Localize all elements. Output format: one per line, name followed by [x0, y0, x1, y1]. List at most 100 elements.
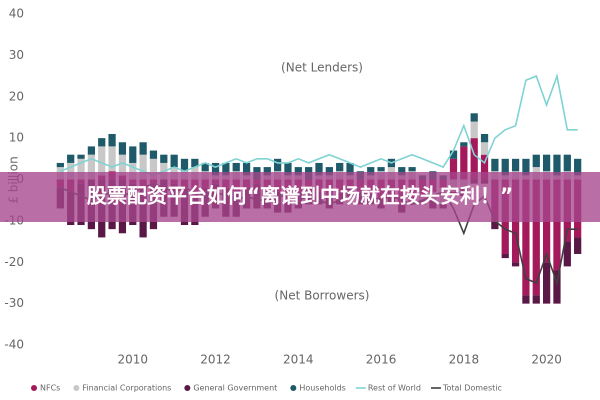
legend-swatch: [290, 385, 297, 391]
bar-segment: [67, 154, 75, 163]
bar-segment: [325, 167, 333, 176]
bar-segment: [129, 162, 137, 180]
bar-segment: [480, 154, 489, 180]
bar-segment: [470, 113, 478, 122]
bar-segment: [460, 142, 468, 147]
y-tick-label: -20: [4, 255, 24, 269]
bar-segment: [56, 162, 64, 168]
banner-text: 股票配资平台如何“离谱到中场就在按头安利！”: [87, 184, 513, 208]
legend-swatch: [73, 385, 80, 391]
legend-swatch: [184, 385, 191, 391]
y-tick-label: -30: [4, 296, 24, 310]
bar-segment: [160, 154, 168, 163]
bar-segment: [315, 162, 323, 176]
bar-segment: [377, 167, 385, 172]
bar-segment: [98, 146, 106, 176]
x-tick-label: 2016: [366, 353, 397, 367]
bar-segment: [170, 154, 178, 168]
y-tick-label: 30: [9, 48, 24, 62]
bar-segment: [449, 150, 458, 159]
bar-segment: [242, 162, 251, 176]
bar-segment: [211, 162, 220, 176]
bar-segment: [149, 150, 158, 159]
bar-segment: [367, 167, 375, 176]
bar-segment: [284, 162, 292, 176]
y-tick-label: -40: [4, 338, 24, 352]
bar-segment: [470, 138, 478, 180]
bar-segment: [470, 121, 478, 139]
legend-label: General Government: [193, 384, 277, 393]
bar-segment: [139, 154, 147, 180]
annotation: (Net Borrowers): [275, 289, 370, 303]
bar-segment: [480, 142, 489, 155]
bar-segment: [336, 162, 344, 172]
bar-segment: [191, 158, 199, 168]
bar-segment: [108, 146, 116, 172]
bar-segment: [511, 158, 520, 172]
bar-segment: [139, 142, 147, 155]
x-tick-label: 2020: [531, 353, 562, 367]
bar-segment: [408, 167, 416, 172]
bar-segment: [67, 162, 75, 180]
bar-segment: [87, 146, 96, 155]
bar-segment: [98, 138, 106, 147]
bar-segment: [398, 167, 406, 176]
bar-segment: [118, 154, 127, 176]
bar-segment: [449, 158, 458, 180]
y-tick-label: 40: [9, 7, 24, 21]
banner-background: [0, 172, 600, 222]
bar-segment: [563, 154, 571, 172]
legend-label: NFCs: [40, 384, 60, 393]
bar-segment: [77, 158, 85, 180]
legend-label: Total Domestic: [442, 384, 502, 393]
line-series: [60, 73, 578, 177]
bar-segment: [542, 154, 551, 172]
x-tick-label: 2014: [283, 353, 314, 367]
y-tick-label: 20: [9, 89, 24, 103]
bar-segment: [522, 158, 530, 176]
x-tick-label: 2012: [200, 353, 231, 367]
legend-label: Financial Corporations: [82, 384, 171, 393]
bar-segment: [553, 154, 561, 176]
bar-segment: [87, 154, 96, 180]
bar-segment: [511, 262, 520, 267]
legend-swatch: [31, 385, 37, 391]
bar-segment: [563, 241, 571, 267]
annotation: (Net Lenders): [281, 61, 363, 75]
bar-segment: [294, 167, 302, 176]
bar-segment: [501, 158, 509, 176]
bar-segment: [129, 146, 137, 163]
bar-segment: [574, 158, 582, 176]
bar-segment: [232, 162, 240, 172]
bar-segment: [77, 154, 85, 159]
bar-segment: [460, 146, 468, 180]
bar-segment: [553, 270, 561, 304]
bar-segment: [522, 295, 530, 304]
bar-segment: [263, 167, 271, 176]
legend-label: Rest of World: [368, 384, 421, 393]
bar-segment: [149, 158, 158, 180]
bar-segment: [501, 253, 509, 259]
bar-segment: [118, 142, 127, 155]
bar-segment: [222, 162, 230, 176]
bar-segment: [522, 179, 530, 296]
bar-segment: [491, 220, 499, 230]
y-tick-label: 10: [9, 131, 24, 145]
bar-segment: [532, 179, 540, 296]
bar-segment: [346, 162, 354, 176]
bar-segment: [532, 295, 540, 304]
bar-segment: [180, 158, 189, 172]
legend: NFCs Financial Corporations General Govern…: [31, 384, 502, 393]
x-tick-label: 2010: [117, 353, 148, 367]
bar-segment: [553, 179, 561, 271]
bar-segment: [491, 158, 499, 172]
bar-segment: [574, 237, 582, 254]
legend-label: Households: [299, 384, 346, 393]
bar-segment: [273, 158, 282, 172]
bar-segment: [480, 133, 489, 143]
x-tick-label: 2018: [449, 353, 480, 367]
bar-segment: [532, 154, 540, 168]
bar-segment: [201, 162, 209, 172]
bar-segment: [108, 133, 116, 147]
